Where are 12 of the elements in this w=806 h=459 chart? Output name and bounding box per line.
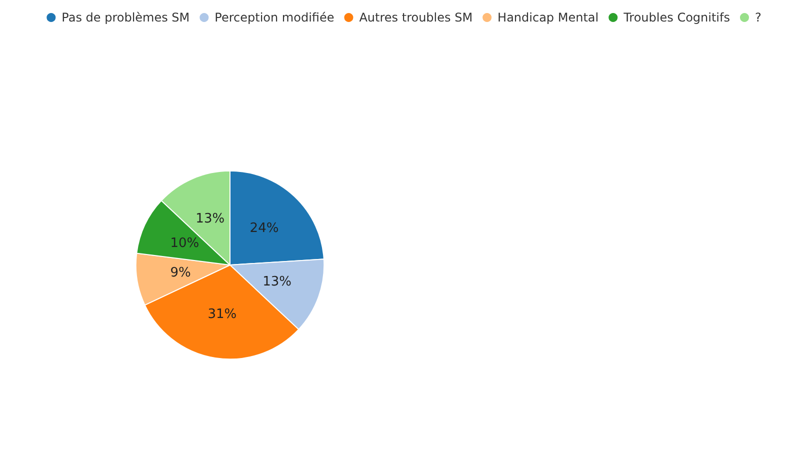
legend-label: Perception modifiée <box>214 10 334 24</box>
legend-label: Handicap Mental <box>498 10 599 24</box>
data-label: 13% <box>196 212 225 227</box>
legend-label: Pas de problèmes SM <box>62 10 190 24</box>
legend-label: Autres troubles SM <box>359 10 473 24</box>
data-label: 31% <box>208 306 237 322</box>
data-label: 24% <box>250 221 279 236</box>
data-label: 13% <box>262 274 292 290</box>
data-label: 9% <box>170 265 191 280</box>
legend-label: ? <box>754 10 762 24</box>
data-label: 10% <box>170 236 200 252</box>
legend-label: Troubles Cognitifs <box>622 10 730 24</box>
